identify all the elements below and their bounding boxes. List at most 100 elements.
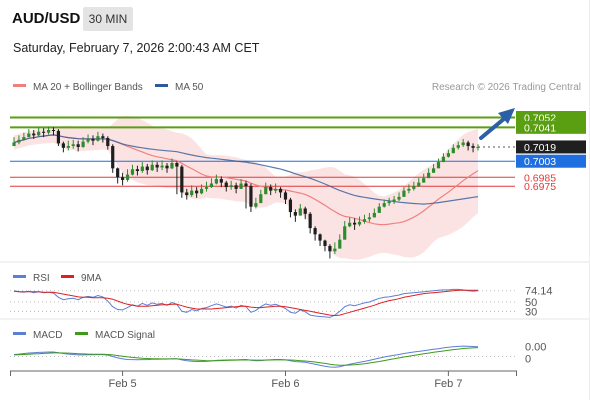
candle-body xyxy=(239,183,243,189)
candle-body xyxy=(125,174,130,180)
candle-body xyxy=(199,188,204,194)
candle-body xyxy=(27,133,31,138)
candle-body xyxy=(318,234,322,241)
candle-body xyxy=(135,169,140,172)
candle-body xyxy=(283,192,288,200)
candle-body xyxy=(466,142,470,147)
candle-body xyxy=(170,163,174,169)
candle-body xyxy=(387,201,391,204)
candle-body xyxy=(259,194,263,204)
candle-body xyxy=(402,190,406,197)
price-tag-0.7041 xyxy=(516,120,586,134)
candle-body xyxy=(56,130,61,144)
legend-swatch-ma20 xyxy=(13,84,26,87)
price-tag-0.7003 xyxy=(516,154,586,168)
candle-body xyxy=(111,146,115,169)
symbol-title: AUD/USD xyxy=(12,10,81,27)
x-tick-label: Feb 7 xyxy=(434,378,462,390)
candle-body xyxy=(145,166,149,171)
rsi-9ma-line xyxy=(13,289,478,317)
candle-body xyxy=(338,239,342,249)
candle-body xyxy=(441,156,446,163)
candle-body xyxy=(298,208,302,216)
candle-body xyxy=(91,138,95,141)
candle-body xyxy=(269,187,273,191)
rsi-level-label-50: 50 xyxy=(525,297,537,309)
candle-body xyxy=(195,190,199,194)
legend-ma50-label: MA 50 xyxy=(175,82,204,93)
legend-macd-signal-label: MACD Signal xyxy=(95,330,155,341)
candle-body xyxy=(377,206,381,213)
candle-body xyxy=(476,146,480,148)
candle-body xyxy=(214,179,218,184)
candles-layer xyxy=(12,126,480,259)
price-label-0.7003: 0.7003 xyxy=(524,156,556,168)
x-axis-ticks: Feb 5 Feb 6 Feb 7 xyxy=(109,371,462,390)
legend-ma20-label: MA 20 + Bollinger Bands xyxy=(33,82,143,93)
macd-zero-label: 0 xyxy=(525,354,531,366)
candle-body xyxy=(397,196,401,200)
candle-body xyxy=(288,199,293,213)
macd-layer: 0.000 xyxy=(10,342,546,368)
candle-body xyxy=(86,138,90,142)
candle-body xyxy=(106,138,110,147)
candle-body xyxy=(22,137,26,140)
macd-signal-line xyxy=(13,347,479,366)
candle-body xyxy=(175,163,179,167)
candle-body xyxy=(407,188,411,191)
legend-rsi-label: RSI xyxy=(33,273,50,284)
price-label-0.6975: 0.6975 xyxy=(524,181,556,193)
candle-body xyxy=(42,131,46,133)
candle-body xyxy=(278,188,283,193)
candle-body xyxy=(471,146,475,148)
candle-body xyxy=(81,141,85,147)
candle-body xyxy=(190,190,194,196)
price-label-0.6985: 0.6985 xyxy=(524,172,556,184)
candle-body xyxy=(155,164,159,168)
x-tick-label: Feb 5 xyxy=(109,378,137,390)
candle-body xyxy=(180,166,184,193)
price-label-0.7019: 0.7019 xyxy=(524,142,556,154)
candle-body xyxy=(343,226,347,240)
candle-body xyxy=(274,188,278,191)
candle-body xyxy=(120,177,125,180)
timeframe-badge[interactable]: 30 MIN xyxy=(83,7,133,31)
candle-body xyxy=(357,221,362,225)
legend-swatch-rsi xyxy=(13,275,26,278)
legend-swatch-ma50 xyxy=(155,84,168,87)
rsi-level-label-74.14: 74.14 xyxy=(525,286,553,298)
candle-body xyxy=(313,228,317,235)
candle-body xyxy=(12,142,16,147)
candle-body xyxy=(101,136,105,139)
candle-body xyxy=(456,145,460,148)
candle-body xyxy=(204,187,209,189)
research-credit: Research © 2026 Trading Central xyxy=(432,82,581,93)
legend-swatch-macd xyxy=(13,332,26,335)
price-tag-0.7019 xyxy=(516,140,586,154)
candle-body xyxy=(362,219,367,222)
candle-body xyxy=(219,179,223,183)
candle-body xyxy=(431,168,436,173)
legend-swatch-macd-signal xyxy=(75,332,88,335)
candle-body xyxy=(46,130,51,133)
candle-body xyxy=(160,165,164,168)
candle-body xyxy=(76,144,80,147)
candle-body xyxy=(446,153,450,157)
candle-body xyxy=(451,147,455,154)
x-tick-label: Feb 6 xyxy=(271,378,299,390)
rsi-line xyxy=(13,288,479,318)
candle-body xyxy=(352,222,357,225)
legend-swatch-9ma xyxy=(61,275,74,278)
candle-body xyxy=(254,203,258,207)
candle-body xyxy=(244,183,248,187)
candle-body xyxy=(367,217,372,220)
candle-body xyxy=(249,186,253,207)
price-levels-layer xyxy=(10,116,515,187)
candle-body xyxy=(140,166,144,172)
legend-macd-label: MACD xyxy=(33,330,62,341)
candle-body xyxy=(32,133,36,136)
candle-body xyxy=(333,248,337,252)
macd-value-label: 0.00 xyxy=(525,342,546,354)
